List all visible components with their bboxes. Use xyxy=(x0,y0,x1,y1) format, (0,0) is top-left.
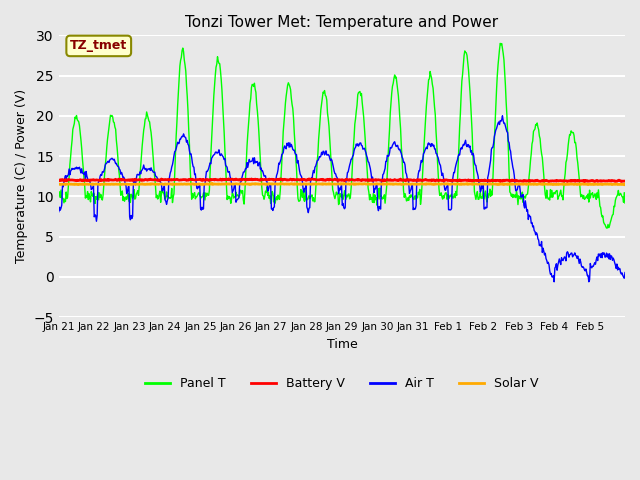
Y-axis label: Temperature (C) / Power (V): Temperature (C) / Power (V) xyxy=(15,89,28,264)
X-axis label: Time: Time xyxy=(326,337,357,350)
Title: Tonzi Tower Met: Temperature and Power: Tonzi Tower Met: Temperature and Power xyxy=(186,15,499,30)
Text: TZ_tmet: TZ_tmet xyxy=(70,39,127,52)
Legend: Panel T, Battery V, Air T, Solar V: Panel T, Battery V, Air T, Solar V xyxy=(140,372,543,396)
